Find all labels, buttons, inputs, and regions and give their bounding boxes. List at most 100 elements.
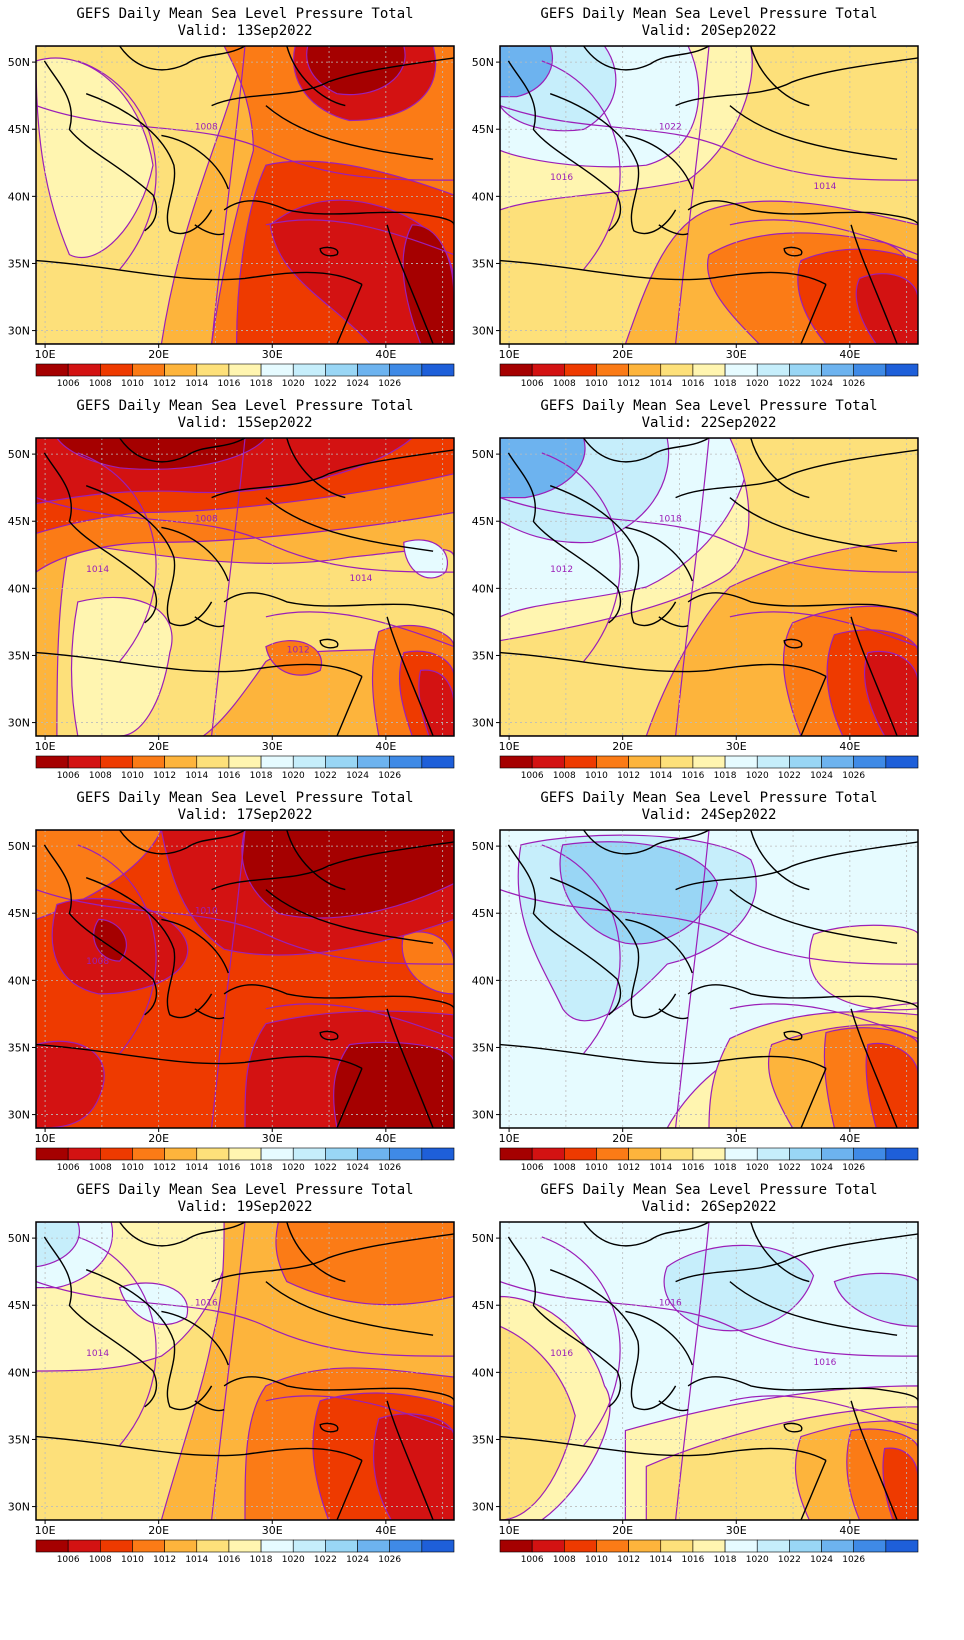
colorbar-swatch	[885, 755, 919, 769]
colorbar-swatch	[724, 363, 758, 377]
colorbar-label: 1010	[585, 379, 608, 389]
colorbar-label: 1010	[585, 1163, 608, 1173]
lat-tick-label: 30N	[472, 1109, 494, 1122]
colorbar-swatch	[789, 363, 822, 377]
colorbar-swatch	[260, 363, 294, 377]
isobar-line	[729, 219, 918, 256]
colorbar-swatch	[35, 755, 69, 769]
lon-tick-label: 20E	[148, 740, 169, 753]
coastlines	[36, 830, 454, 1128]
lon-tick-label: 30E	[262, 1524, 283, 1537]
colorbar-label: 1010	[121, 771, 144, 781]
isobar-label: 1016	[195, 1298, 218, 1308]
colorbar-swatch	[325, 1539, 358, 1553]
colorbar-swatch	[100, 1147, 133, 1161]
map-svg: GEFS Daily Mean Sea Level Pressure Total…	[472, 398, 919, 781]
colorbar-swatch	[628, 1147, 662, 1161]
isobar-label: 1010	[195, 906, 218, 916]
colorbar-swatch	[660, 1539, 694, 1553]
colorbar-swatch	[196, 755, 230, 769]
colorbar-label: 1024	[346, 379, 369, 389]
colorbar-label: 1014	[185, 1555, 208, 1565]
colorbar-label: 1022	[778, 1555, 801, 1565]
lat-tick-label: 45N	[8, 1299, 30, 1312]
colorbar-label: 1026	[842, 1163, 865, 1173]
lat-tick-label: 40N	[472, 1366, 494, 1379]
isobar-label: 1012	[287, 646, 310, 656]
colorbar-label: 1008	[553, 379, 576, 389]
map-title: GEFS Daily Mean Sea Level Pressure Total	[76, 790, 413, 806]
panel-22sep: GEFS Daily Mean Sea Level Pressure Total…	[464, 392, 934, 802]
valid-date: Valid: 19Sep2022	[178, 1199, 313, 1215]
lat-tick-label: 50N	[8, 1232, 30, 1245]
lat-tick-label: 35N	[472, 257, 494, 270]
isobar-line	[211, 46, 246, 344]
colorbar-label: 1006	[57, 379, 80, 389]
lat-tick-label: 35N	[472, 1041, 494, 1054]
isobar-label: 1016	[814, 1358, 837, 1368]
lon-tick-label: 30E	[262, 740, 283, 753]
map-svg: GEFS Daily Mean Sea Level Pressure Total…	[472, 790, 919, 1173]
colorbar-label: 1020	[746, 771, 769, 781]
colorbar: 1006 1008 1010 1012 1014 1016 1018 1020 1022 1024…	[35, 1539, 455, 1565]
colorbar-swatch	[260, 755, 294, 769]
colorbar-swatch	[35, 1147, 69, 1161]
colorbar: 1006 1008 1010 1012 1014 1016 1018 1020 1022 1024…	[499, 363, 919, 389]
isobar-label: 1014	[814, 182, 837, 192]
colorbar-label: 1012	[153, 771, 176, 781]
colorbar-label: 1006	[521, 771, 544, 781]
colorbar: 1006 1008 1010 1012 1014 1016 1018 1020 1022 1024…	[35, 363, 455, 389]
lat-tick-label: 45N	[472, 907, 494, 920]
colorbar-swatch	[821, 1539, 854, 1553]
pressure-fill-region	[36, 57, 154, 259]
lon-tick-label: 30E	[726, 740, 747, 753]
map-svg: GEFS Daily Mean Sea Level Pressure Total…	[472, 1182, 919, 1565]
colorbar-label: 1006	[521, 1163, 544, 1173]
colorbar-swatch	[789, 755, 822, 769]
pressure-fill-region	[663, 1244, 918, 1332]
colorbar-swatch	[692, 1539, 726, 1553]
colorbar-swatch	[724, 755, 758, 769]
colorbar-swatch	[692, 755, 726, 769]
colorbar: 1006 1008 1010 1012 1014 1016 1018 1020 1022 1024…	[35, 1147, 455, 1173]
colorbar-swatch	[531, 1539, 565, 1553]
lon-tick-label: 10E	[499, 1524, 520, 1537]
colorbar-swatch	[67, 363, 101, 377]
colorbar-label: 1008	[89, 771, 112, 781]
colorbar-label: 1016	[217, 1555, 240, 1565]
lat-tick-label: 45N	[472, 515, 494, 528]
colorbar-swatch	[596, 755, 629, 769]
coastlines	[500, 46, 918, 344]
pressure-fill-region	[372, 1413, 454, 1520]
colorbar-swatch	[531, 363, 565, 377]
pressure-fill-region	[56, 438, 267, 470]
colorbar-label: 1024	[810, 771, 833, 781]
isobar-line	[541, 452, 621, 662]
colorbar-label: 1026	[842, 771, 865, 781]
map-svg: GEFS Daily Mean Sea Level Pressure Total…	[472, 6, 919, 389]
isobar-label: 1016	[550, 173, 573, 183]
lat-tick-label: 30N	[8, 717, 30, 730]
lon-tick-label: 40E	[839, 1524, 860, 1537]
isobar-label: 1008	[195, 514, 218, 524]
colorbar-label: 1016	[681, 771, 704, 781]
lon-tick-label: 10E	[35, 740, 56, 753]
isobar-line	[500, 1281, 918, 1357]
colorbar-swatch	[660, 363, 694, 377]
lon-tick-label: 20E	[612, 740, 633, 753]
isobar-line	[675, 1222, 710, 1520]
isobar-line	[541, 1236, 621, 1446]
colorbar-swatch	[228, 755, 262, 769]
colorbar-label: 1024	[810, 1163, 833, 1173]
colorbar-swatch	[724, 1539, 758, 1553]
lat-tick-label: 50N	[472, 56, 494, 69]
colorbar-swatch	[499, 1539, 533, 1553]
isobar-line	[265, 219, 454, 256]
isobar-label: 1014	[350, 574, 373, 584]
colorbar-swatch	[292, 1147, 326, 1161]
colorbar-swatch	[421, 363, 455, 377]
colorbar-label: 1020	[746, 1163, 769, 1173]
isobar-line	[77, 1236, 157, 1446]
pressure-field: 1018 1012	[500, 438, 918, 736]
coastlines	[36, 1222, 454, 1520]
